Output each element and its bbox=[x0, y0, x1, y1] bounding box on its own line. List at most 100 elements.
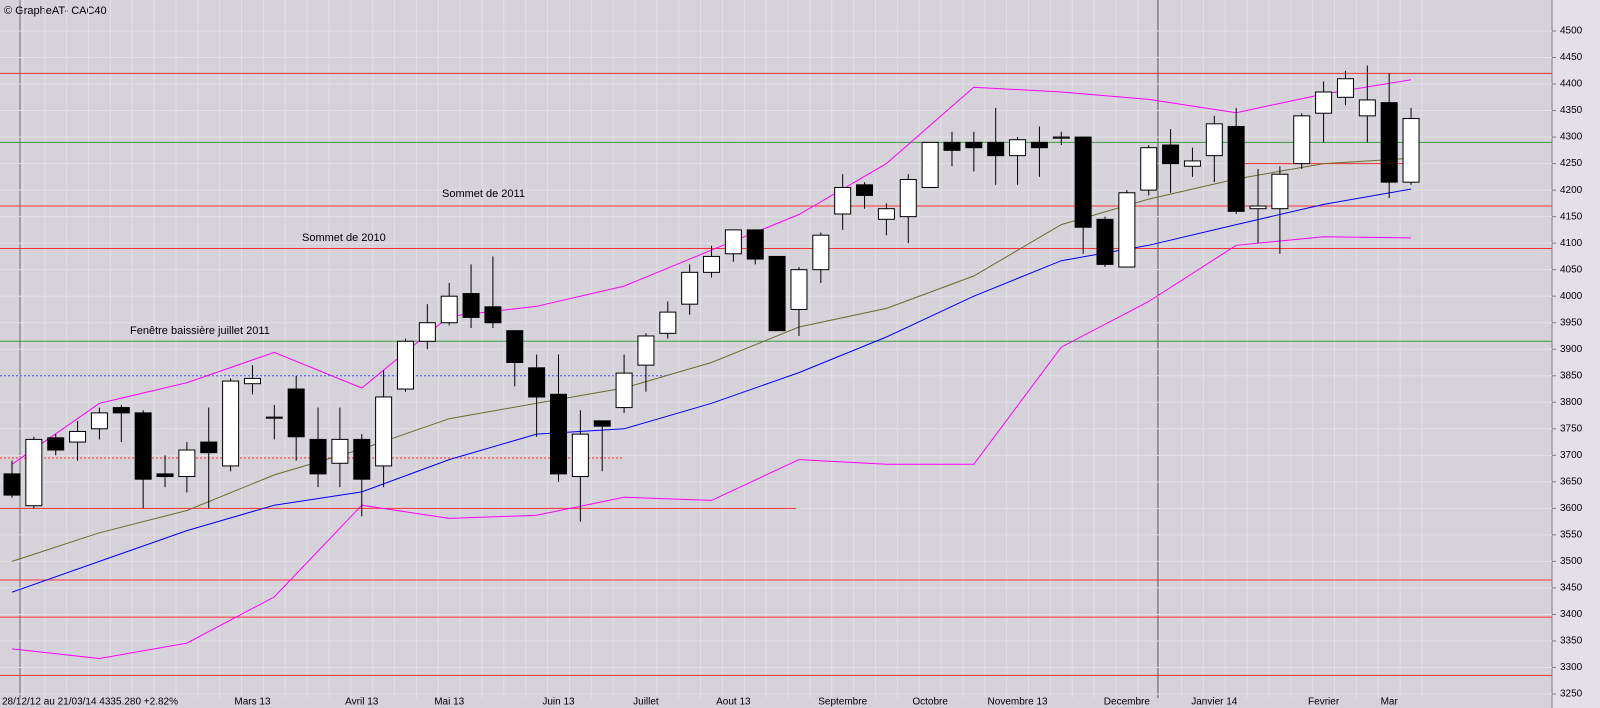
candle-body bbox=[1096, 218, 1114, 265]
candle-body bbox=[1402, 118, 1420, 183]
footer: 28/12/12 au 21/03/14 4335.280 +2.82% bbox=[2, 697, 178, 708]
candle-body bbox=[571, 433, 589, 478]
y-tick-label: 4000 bbox=[1560, 291, 1583, 302]
candle-body bbox=[812, 234, 830, 271]
candle-body bbox=[1118, 192, 1136, 268]
candle-body bbox=[506, 330, 524, 363]
candle-body bbox=[1030, 141, 1048, 149]
candle-body bbox=[921, 141, 939, 188]
candle-body bbox=[69, 430, 87, 443]
y-tick-label: 4050 bbox=[1560, 264, 1583, 275]
candle-body bbox=[418, 322, 436, 342]
candle-body bbox=[375, 396, 393, 467]
candle-body bbox=[987, 141, 1005, 157]
candle-body bbox=[1315, 91, 1333, 114]
candle-body bbox=[178, 449, 196, 478]
y-tick-label: 4250 bbox=[1560, 158, 1583, 169]
candle-body bbox=[550, 393, 567, 475]
candle-body bbox=[1140, 147, 1158, 191]
candle-body bbox=[1293, 115, 1311, 165]
y-tick-label: 3250 bbox=[1560, 689, 1583, 700]
chart-title: © GrapheAT- CAC40 bbox=[4, 5, 107, 17]
y-tick-label: 4100 bbox=[1560, 238, 1583, 249]
y-tick-label: 3450 bbox=[1560, 583, 1583, 594]
candle-body bbox=[768, 255, 786, 332]
indicator-line bbox=[11, 236, 1412, 660]
candle-body bbox=[1271, 173, 1289, 210]
x-tick-label: Septembre bbox=[818, 697, 867, 708]
y-tick-label: 3650 bbox=[1560, 476, 1583, 487]
y-tick-label: 3600 bbox=[1560, 503, 1583, 514]
candle-body bbox=[134, 412, 152, 480]
candle-body bbox=[265, 416, 283, 419]
candle-body bbox=[222, 380, 240, 467]
candle-body bbox=[3, 473, 21, 496]
y-tick-label: 4150 bbox=[1560, 211, 1583, 222]
x-tick-label: Octobre bbox=[912, 697, 948, 708]
candle-body bbox=[703, 255, 721, 273]
x-tick-label: Mars 13 bbox=[234, 697, 271, 708]
y-tick-label: 3750 bbox=[1560, 423, 1583, 434]
candle-body bbox=[1227, 125, 1245, 212]
y-tick-label: 4450 bbox=[1560, 52, 1583, 63]
candle-body bbox=[112, 407, 130, 414]
candle-body bbox=[353, 438, 371, 480]
y-tick-label: 3850 bbox=[1560, 370, 1583, 381]
y-tick-label: 3800 bbox=[1560, 397, 1583, 408]
indicator-line bbox=[11, 157, 1412, 562]
y-tick-label: 3500 bbox=[1560, 556, 1583, 567]
candle-body bbox=[528, 367, 546, 398]
candle-body bbox=[200, 441, 218, 454]
y-tick-label: 4400 bbox=[1560, 79, 1583, 90]
y-tick-label: 3300 bbox=[1560, 662, 1583, 673]
candle-body bbox=[659, 311, 677, 334]
y-tick-label: 4300 bbox=[1560, 132, 1583, 143]
candle-body bbox=[681, 271, 699, 305]
candle-body bbox=[724, 229, 742, 255]
candle-body bbox=[790, 269, 808, 310]
y-tick-label: 3350 bbox=[1560, 636, 1583, 647]
y-tick-label: 3900 bbox=[1560, 344, 1583, 355]
candle-body bbox=[309, 438, 327, 475]
candle-body bbox=[25, 438, 43, 507]
candle-body bbox=[615, 372, 633, 409]
candle-body bbox=[243, 377, 261, 385]
x-tick-label: Juillet bbox=[633, 697, 659, 708]
candle-body bbox=[47, 437, 65, 451]
candle-body bbox=[1183, 160, 1201, 167]
candle-body bbox=[1336, 78, 1354, 98]
candle-body bbox=[834, 186, 852, 215]
candle-body bbox=[899, 179, 917, 218]
x-tick-label: Decembre bbox=[1104, 697, 1151, 708]
candle-body bbox=[1162, 144, 1180, 165]
candle-body bbox=[1074, 136, 1092, 228]
x-tick-label: Mar bbox=[1381, 697, 1399, 708]
x-tick-label: Aout 13 bbox=[716, 697, 751, 708]
candle-body bbox=[1009, 139, 1027, 157]
y-tick-label: 3700 bbox=[1560, 450, 1583, 461]
candle-body bbox=[877, 208, 895, 220]
candle-body bbox=[90, 412, 108, 430]
candle-body bbox=[965, 141, 983, 149]
candle-body bbox=[462, 293, 480, 318]
y-tick-label: 3550 bbox=[1560, 530, 1583, 541]
candle-body bbox=[1358, 99, 1376, 117]
annotation: Fenêtre baissière juillet 2011 bbox=[130, 325, 270, 337]
candle-body bbox=[331, 438, 349, 464]
candle-body bbox=[637, 335, 655, 366]
candle-body bbox=[593, 420, 611, 427]
x-tick-label: Janvier 14 bbox=[1191, 697, 1238, 708]
y-tick-label: 4500 bbox=[1560, 26, 1583, 37]
x-tick-label: Avril 13 bbox=[345, 697, 379, 708]
annotation: Sommet de 2011 bbox=[442, 188, 525, 200]
annotation: Sommet de 2010 bbox=[302, 232, 386, 244]
x-tick-label: Fevrier bbox=[1308, 697, 1340, 708]
x-tick-label: Mai 13 bbox=[434, 697, 464, 708]
candle-body bbox=[287, 388, 305, 438]
candle-body bbox=[746, 229, 764, 260]
x-tick-label: Novembre 13 bbox=[988, 697, 1048, 708]
candle-body bbox=[1205, 123, 1223, 157]
y-tick-label: 4350 bbox=[1560, 105, 1583, 116]
candle-body bbox=[943, 141, 961, 151]
